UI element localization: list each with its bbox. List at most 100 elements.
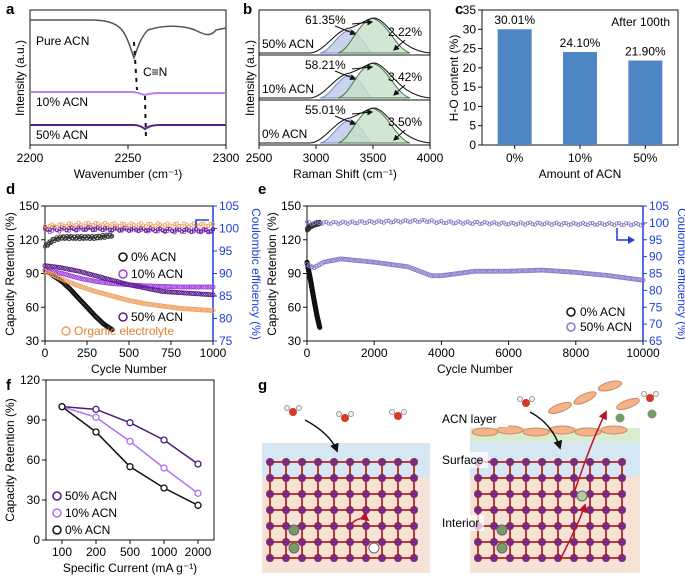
d-capacity-point [179,284,185,290]
d-ce-point [45,225,50,230]
e-capacity-point [450,271,456,277]
f-ytick-label: 30 [27,493,41,507]
d-capacity-point [64,266,70,272]
d-capacity-point [136,299,142,305]
lattice-atom [362,506,370,514]
d-capacity-point [164,304,170,310]
lattice-atom [410,506,418,514]
e-capacity-point [537,267,543,273]
e-capacity-point [333,257,339,263]
e-xlabel: Cycle Number [437,362,513,376]
d-capacity-point [191,291,197,297]
lattice-atom [522,506,530,514]
lattice-atom [330,490,338,498]
d-y2tick-label: 90 [219,267,233,281]
lattice-atom [346,522,354,530]
e-capacity-point [578,270,584,276]
lattice-atom [346,506,354,514]
d-capacity-point [78,284,84,290]
lattice-atom [362,538,370,546]
acn-molecule [471,427,499,437]
d-ce-point [117,223,122,228]
d-capacity-point [128,282,134,288]
b-xtick-2: 3500 [360,151,387,165]
d-capacity-point [205,284,211,290]
e-capacity-point [602,272,608,278]
d-ce-point [201,221,206,226]
d-capacity-point [104,292,110,298]
e-capacity-point [563,269,569,275]
lattice-atom [474,554,482,562]
d-ce-point [170,229,175,234]
d-capacity-point [160,289,166,294]
d-ce-point [93,220,98,225]
e-capacity-point [539,267,545,273]
d-capacity-point [172,305,178,311]
lattice-atom [602,538,610,546]
d-xtick-label: 0 [42,346,49,360]
d-capacity-point [76,283,82,289]
d-capacity-point [78,269,84,275]
d-legend-marker-1 [118,269,128,279]
d-capacity-point [172,289,178,295]
e-capacity-point [544,267,550,273]
d-capacity-point [76,275,82,281]
d-capacity-point [145,286,151,292]
lattice-atom [586,554,594,562]
e-capacity-point [309,264,315,270]
lattice-atom [362,554,370,562]
d-capacity-point [155,288,161,294]
d-capacity-point [184,306,190,312]
lattice-atom [394,522,402,530]
acn-molecule [597,380,623,392]
d-capacity-point [181,284,187,290]
d-capacity-point [138,284,144,290]
d-ce-point [69,222,74,227]
e-capacity-point [345,257,351,263]
e-y2tick-label: 90 [649,250,663,264]
d-ce-point [162,229,167,234]
lattice-atom [490,458,498,466]
zn-site [368,542,380,554]
panel-e-letter: e [258,181,266,198]
e-capacity-point [573,269,579,275]
e-capacity-point [546,268,552,274]
e-capacity-point [597,272,603,278]
d-capacity-point [59,265,65,271]
d-ce-point [146,221,151,226]
c-bar-value-label: 21.90% [625,45,666,59]
lattice-atom [314,522,322,530]
d-ce-point [167,223,172,228]
lattice-atom [522,554,530,562]
b-arrow-2b [351,64,374,71]
d-capacity-point [52,264,58,270]
lattice-atom [330,538,338,546]
d-capacity-point [193,284,199,290]
label-50-acn: 50% ACN [36,128,88,142]
lattice-atom [266,506,274,514]
f-xtick-label: 100 [52,545,72,559]
d-capacity-point [179,290,185,296]
e-capacity-point [323,259,329,265]
d-capacity-point [54,264,60,270]
e-capacity-point [542,267,548,273]
f-xtick-label: 500 [120,545,140,559]
c-ytick-label: 35 [463,3,477,17]
e-capacity-point [554,268,560,274]
d-ce-point [165,221,170,226]
lattice-atom [490,554,498,562]
e-xtick-label: 0 [304,346,311,360]
e-capacity-point [306,263,312,269]
d-capacity-point [186,284,192,290]
e-ce-point [405,219,410,224]
d-ce-point [196,229,201,234]
d-capacity-point [42,263,48,269]
e-y2tick-label: 75 [649,300,663,314]
f-point [126,419,134,427]
d-ce-point [124,226,129,231]
d-ce-point [124,224,129,229]
d-capacity-point [90,272,96,278]
e-ce-point [588,221,593,226]
lattice-atom [618,474,626,482]
d-capacity-point [44,269,50,275]
